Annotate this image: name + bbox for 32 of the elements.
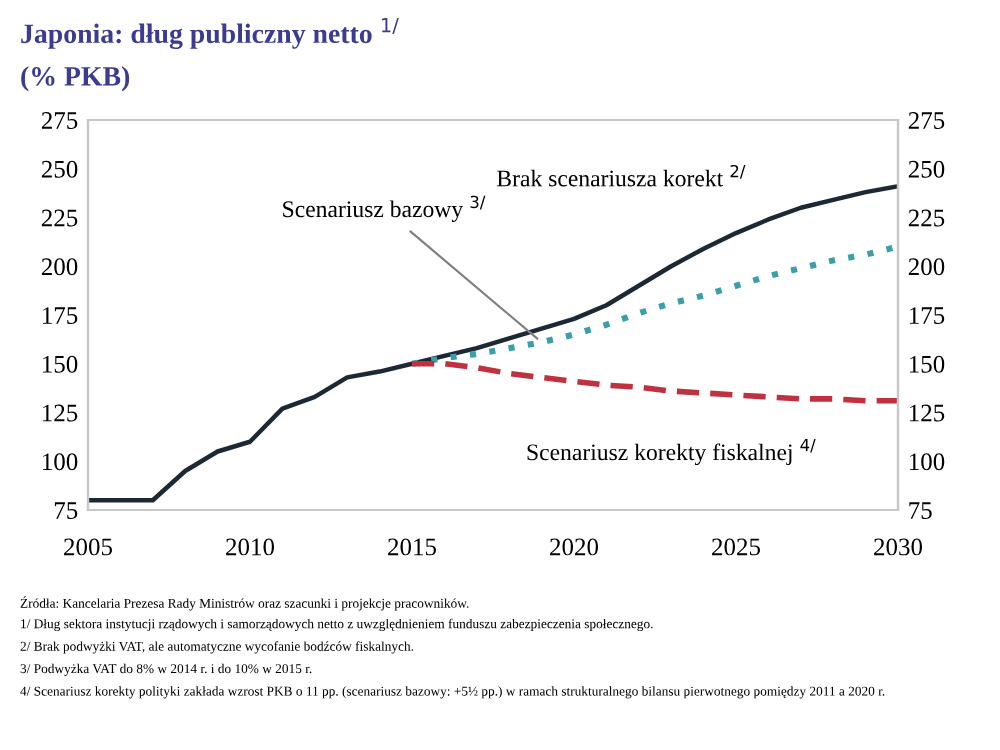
series-label: Brak scenariusza korekt $^{2/}$ [497,164,746,187]
y2-tick-label: 200 [908,258,945,276]
x-tick-label: 2015 [388,538,437,556]
x-tick-label: 2010 [226,538,275,556]
y-tick-label: 275 [41,112,78,129]
y-tick-label: 225 [41,209,78,227]
y-tick-label: 100 [42,453,78,471]
y2-tick-label: 275 [908,112,945,129]
y-tick-label: 175 [42,307,78,324]
x-tick-label: 2005 [64,538,113,556]
y-tick-label: 150 [42,355,78,373]
y-tick-label: 200 [41,258,78,276]
line-series [409,360,898,404]
series-label: Scenariusz korekty fiskalnej $^{4/}$ [527,438,816,466]
y-tick-label: 75 [54,502,78,519]
line-series [88,184,898,503]
x-tick-label: 2025 [712,538,761,556]
y2-tick-label: 175 [909,307,945,324]
y2-tick-label: 75 [909,502,932,519]
chart-title: Japonia: dług publiczny netto $^{1/}$ [21,18,399,49]
line-series [408,243,898,367]
y2-tick-label: 150 [909,355,945,373]
y2-tick-label: 225 [908,209,945,227]
x-tick-label: 2020 [550,538,599,556]
y-tick-label: 250 [41,160,78,178]
text: Scenariusz bazowy $^{3/}$ [283,195,486,223]
chart-subtitle: (% PKB) [21,66,130,92]
y2-tick-label: 125 [909,404,945,422]
y-tick-label: 125 [42,404,78,422]
y2-tick-label: 100 [909,453,945,471]
x-tick-label: 2030 [874,538,923,556]
y2-tick-label: 250 [908,160,945,178]
